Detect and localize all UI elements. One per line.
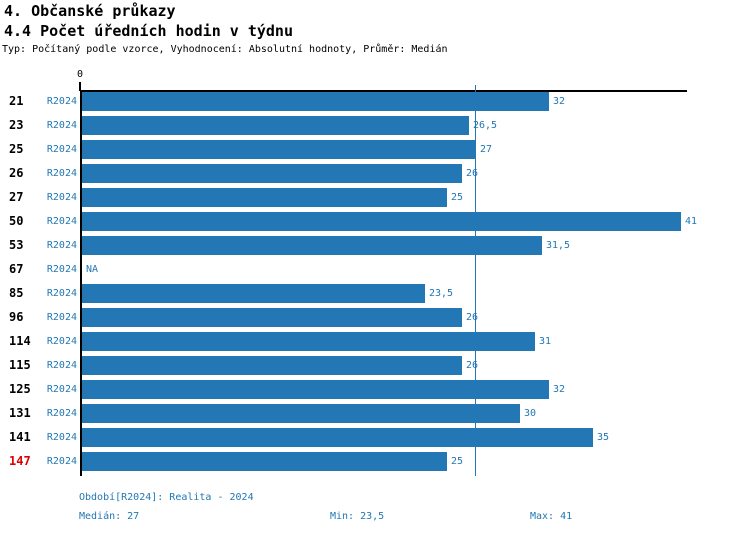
y-axis-line — [80, 90, 82, 476]
bar — [82, 92, 549, 111]
bar — [82, 116, 469, 135]
bar — [82, 308, 462, 327]
category-label: 147 — [9, 454, 31, 468]
bar — [82, 332, 535, 351]
series-label: R2024 — [46, 168, 77, 179]
value-label: 32 — [553, 96, 566, 107]
series-label: R2024 — [46, 384, 77, 395]
value-label: 31 — [539, 336, 552, 347]
value-label: 25 — [451, 456, 464, 467]
category-label: 23 — [9, 118, 24, 132]
x-axis-zero-label: 0 — [76, 69, 84, 80]
bar — [82, 380, 549, 399]
category-label: 25 — [9, 142, 24, 156]
category-label: 26 — [9, 166, 24, 180]
series-label: R2024 — [46, 456, 77, 467]
series-label: R2024 — [46, 240, 77, 251]
category-label: 125 — [9, 382, 31, 396]
value-label: 30 — [524, 408, 537, 419]
series-label: R2024 — [46, 144, 77, 155]
na-label: NA — [86, 264, 99, 275]
series-label: R2024 — [46, 120, 77, 131]
series-label: R2024 — [46, 408, 77, 419]
legend-period: Období[R2024]: Realita - 2024 — [79, 492, 254, 503]
chart-title: 4.4 Počet úředních hodin v týdnu — [4, 22, 293, 40]
stat-max: Max: 41 — [530, 511, 573, 522]
category-label: 85 — [9, 286, 24, 300]
value-label: 27 — [480, 144, 493, 155]
category-label: 27 — [9, 190, 24, 204]
chart-type-info: Typ: Počítaný podle vzorce, Vyhodnocení:… — [2, 44, 448, 55]
bar — [82, 428, 593, 447]
x-axis-zero-tick — [79, 82, 81, 91]
series-label: R2024 — [46, 336, 77, 347]
bar — [82, 452, 447, 471]
category-label: 114 — [9, 334, 31, 348]
series-label: R2024 — [46, 96, 77, 107]
bar — [82, 140, 476, 159]
report-title: 4. Občanské průkazy — [4, 2, 176, 20]
value-label: 26 — [466, 168, 479, 179]
value-label: 25 — [451, 192, 464, 203]
value-label: 31,5 — [546, 240, 571, 251]
value-label: 26,5 — [473, 120, 498, 131]
value-label: 35 — [597, 432, 610, 443]
value-label: 26 — [466, 312, 479, 323]
x-axis-line — [80, 90, 687, 92]
category-label: 141 — [9, 430, 31, 444]
bar — [82, 188, 447, 207]
series-label: R2024 — [46, 432, 77, 443]
series-label: R2024 — [46, 360, 77, 371]
category-label: 67 — [9, 262, 24, 276]
bar — [82, 356, 462, 375]
series-label: R2024 — [46, 192, 77, 203]
bar — [82, 164, 462, 183]
category-label: 115 — [9, 358, 31, 372]
series-label: R2024 — [46, 288, 77, 299]
bar — [82, 404, 520, 423]
stat-median: Medián: 27 — [79, 511, 140, 522]
value-label: 26 — [466, 360, 479, 371]
category-label: 53 — [9, 238, 24, 252]
median-reference-line — [475, 85, 476, 476]
bar — [82, 284, 425, 303]
value-label: 41 — [685, 216, 698, 227]
bar — [82, 236, 542, 255]
value-label: 23,5 — [429, 288, 454, 299]
category-label: 96 — [9, 310, 24, 324]
category-label: 21 — [9, 94, 24, 108]
series-label: R2024 — [46, 264, 77, 275]
category-label: 50 — [9, 214, 24, 228]
series-label: R2024 — [46, 312, 77, 323]
category-label: 131 — [9, 406, 31, 420]
stat-min: Min: 23,5 — [330, 511, 385, 522]
series-label: R2024 — [46, 216, 77, 227]
bar — [82, 212, 681, 231]
value-label: 32 — [553, 384, 566, 395]
